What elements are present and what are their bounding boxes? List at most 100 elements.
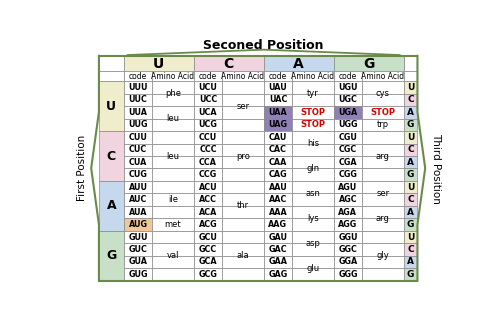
Text: asp: asp xyxy=(306,239,320,248)
Bar xyxy=(334,181,362,193)
Bar xyxy=(152,181,194,193)
Bar xyxy=(404,206,417,218)
Text: arg: arg xyxy=(376,214,390,223)
Bar xyxy=(292,131,334,144)
Text: G: G xyxy=(407,120,414,129)
Text: STOP: STOP xyxy=(300,120,326,129)
Bar xyxy=(152,243,194,256)
Bar xyxy=(264,243,292,256)
Text: UUA: UUA xyxy=(128,108,148,117)
Text: GAU: GAU xyxy=(268,233,287,241)
Bar xyxy=(292,168,334,181)
Text: AUC: AUC xyxy=(129,195,148,204)
Bar xyxy=(222,94,264,106)
Text: G: G xyxy=(363,56,374,71)
Bar xyxy=(334,218,362,231)
Bar xyxy=(404,81,417,94)
Text: GAG: GAG xyxy=(268,270,287,279)
Bar xyxy=(99,181,124,231)
Bar xyxy=(124,56,194,71)
Bar xyxy=(194,231,222,243)
Text: leu: leu xyxy=(166,114,179,123)
Text: Amino Acid: Amino Acid xyxy=(362,72,405,81)
Bar xyxy=(194,243,222,256)
Bar xyxy=(404,193,417,206)
Bar xyxy=(404,231,417,243)
Bar xyxy=(194,144,222,156)
Text: lys: lys xyxy=(307,214,319,223)
Bar xyxy=(404,168,417,181)
Bar xyxy=(124,131,152,144)
Text: code: code xyxy=(339,72,357,81)
Bar xyxy=(99,131,124,181)
Text: UAU: UAU xyxy=(268,83,287,92)
Text: U: U xyxy=(407,183,414,192)
Text: U: U xyxy=(407,233,414,241)
Bar xyxy=(292,231,334,243)
Text: U: U xyxy=(407,133,414,142)
Bar xyxy=(194,181,222,193)
Bar xyxy=(362,206,404,218)
Bar xyxy=(194,106,222,119)
Bar xyxy=(222,243,264,256)
Text: thr: thr xyxy=(237,202,249,210)
Bar xyxy=(222,156,264,168)
Bar xyxy=(222,106,264,119)
Bar xyxy=(152,71,194,81)
Bar xyxy=(124,231,152,243)
Text: arg: arg xyxy=(376,152,390,160)
Text: UAG: UAG xyxy=(268,120,287,129)
Bar xyxy=(152,81,194,94)
Text: UCC: UCC xyxy=(199,96,217,104)
Bar xyxy=(152,168,194,181)
Text: code: code xyxy=(129,72,147,81)
Bar xyxy=(362,156,404,168)
Bar xyxy=(334,206,362,218)
Bar xyxy=(194,71,222,81)
Text: GUU: GUU xyxy=(128,233,148,241)
Text: GCA: GCA xyxy=(198,258,218,266)
Text: Amino Acid: Amino Acid xyxy=(152,72,194,81)
Text: AAU: AAU xyxy=(268,183,287,192)
Text: G: G xyxy=(106,249,117,262)
Bar xyxy=(124,81,152,94)
Bar xyxy=(292,144,334,156)
Text: C: C xyxy=(407,195,414,204)
Bar xyxy=(222,256,264,268)
Bar xyxy=(264,156,292,168)
Text: ACU: ACU xyxy=(198,183,218,192)
Bar xyxy=(124,106,152,119)
Bar xyxy=(124,71,152,81)
Text: UAA: UAA xyxy=(268,108,287,117)
Text: CUU: CUU xyxy=(128,133,148,142)
Bar xyxy=(152,119,194,131)
Bar xyxy=(292,206,334,218)
Text: C: C xyxy=(407,245,414,254)
Bar xyxy=(292,119,334,131)
Bar xyxy=(264,56,334,71)
Text: GUC: GUC xyxy=(128,245,148,254)
Text: UAC: UAC xyxy=(269,96,287,104)
Bar xyxy=(194,94,222,106)
Text: CGU: CGU xyxy=(338,133,357,142)
Bar xyxy=(292,81,334,94)
Bar xyxy=(152,193,194,206)
Bar xyxy=(124,218,152,231)
Bar xyxy=(194,168,222,181)
Text: G: G xyxy=(407,270,414,279)
Text: gln: gln xyxy=(306,164,320,173)
Text: asn: asn xyxy=(306,189,320,198)
Text: STOP: STOP xyxy=(300,108,326,117)
Bar xyxy=(222,71,264,81)
Bar xyxy=(194,218,222,231)
Text: Amino Acid: Amino Acid xyxy=(222,72,264,81)
Text: ACG: ACG xyxy=(198,220,218,229)
Bar xyxy=(362,119,404,131)
Bar xyxy=(152,206,194,218)
Bar xyxy=(124,156,152,168)
Text: AGC: AGC xyxy=(338,195,357,204)
Text: GGU: GGU xyxy=(338,233,357,241)
Bar xyxy=(124,206,152,218)
Text: UCA: UCA xyxy=(198,108,218,117)
Bar xyxy=(124,119,152,131)
